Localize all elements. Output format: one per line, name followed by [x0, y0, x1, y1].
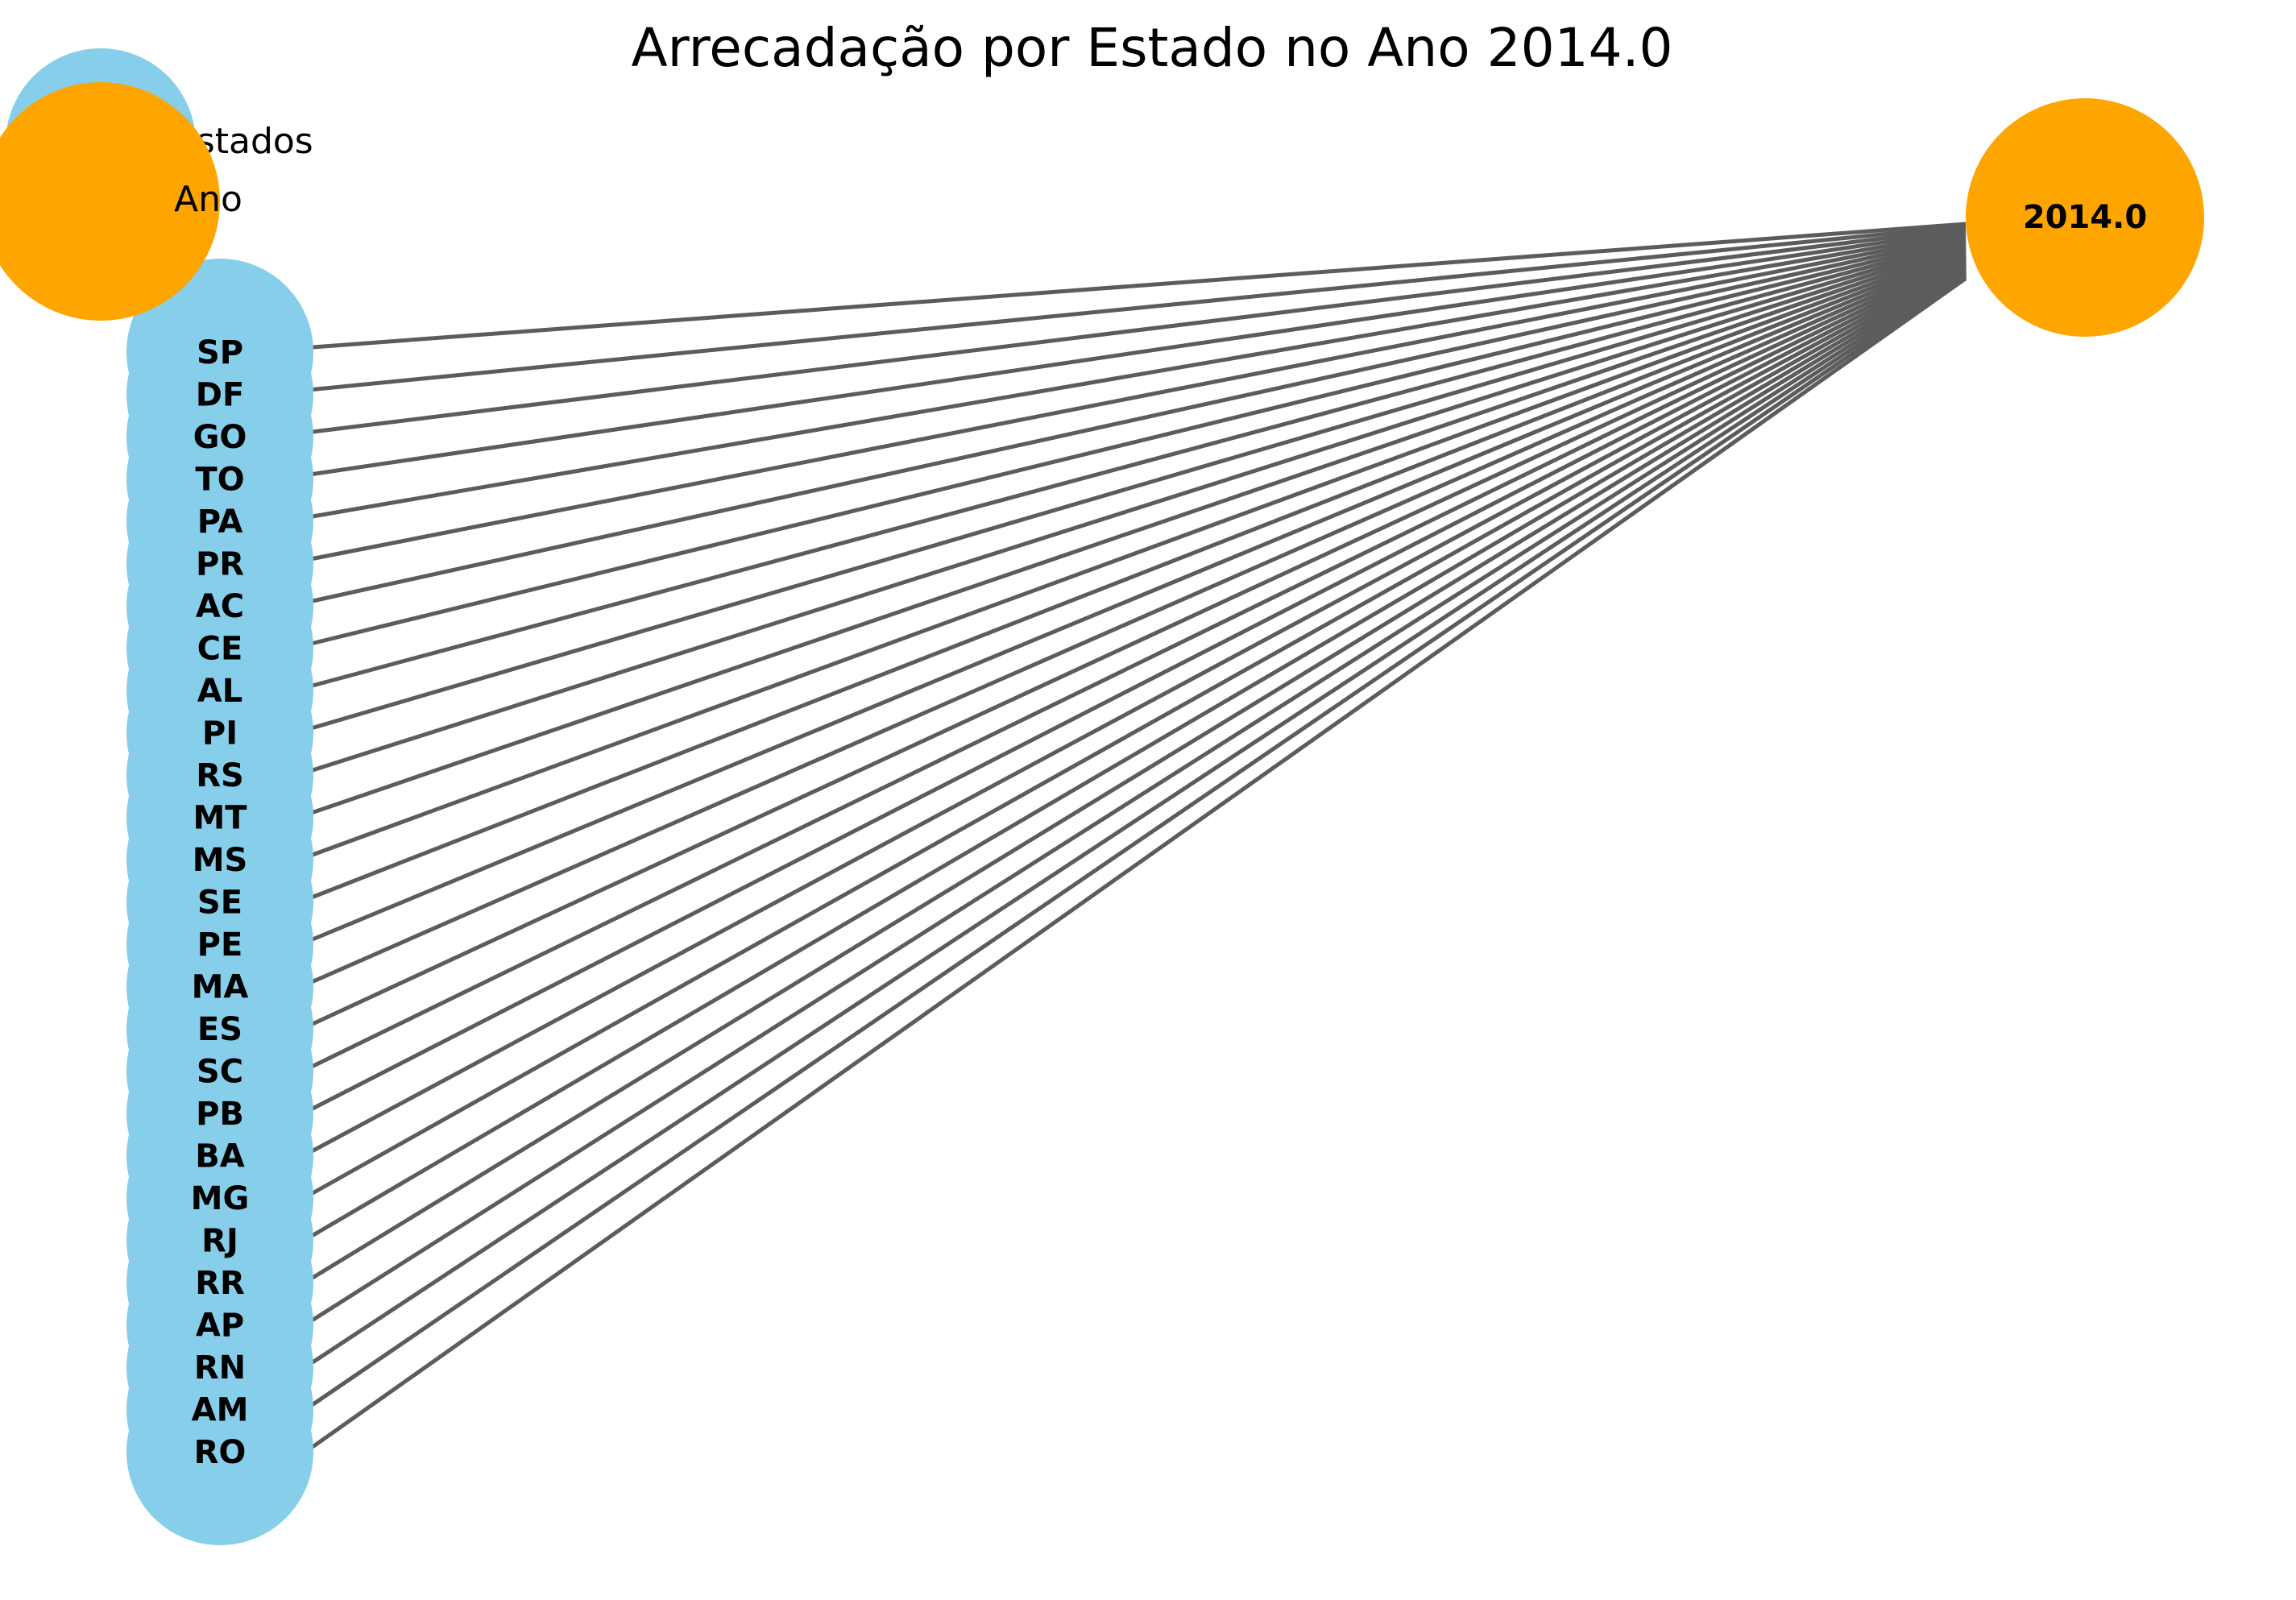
edge-es-2014 [311, 255, 1967, 1026]
edge-sp-2014 [312, 222, 1967, 350]
edge-ce-2014 [312, 236, 1967, 645]
edge-ms-2014 [312, 247, 1967, 857]
state-label-sc: SC [197, 1054, 243, 1091]
edge-pa-2014 [312, 230, 1967, 519]
state-label-al: AL [197, 673, 242, 710]
state-label-ce: CE [197, 631, 243, 668]
edge-rr-2014 [311, 268, 1967, 1280]
edge-ma-2014 [311, 253, 1967, 984]
state-label-ms: MS [193, 842, 248, 879]
edge-go-2014 [312, 226, 1967, 434]
state-label-ap: AP [196, 1308, 244, 1345]
state-label-am: AM [192, 1392, 249, 1429]
edge-ro-2014 [311, 276, 1967, 1449]
state-label-mt: MT [193, 800, 247, 837]
state-label-pa: PA [197, 504, 243, 541]
state-label-es: ES [197, 1011, 242, 1048]
state-label-rr: RR [195, 1265, 245, 1302]
state-nodes-group [126, 259, 313, 1545]
edge-am-2014 [311, 274, 1967, 1407]
state-label-ro: RO [194, 1434, 247, 1471]
edges-group [311, 222, 1967, 1449]
state-label-pi: PI [202, 715, 238, 752]
state-label-se: SE [197, 885, 242, 922]
state-label-sp: SP [197, 334, 243, 371]
edge-mg-2014 [311, 263, 1967, 1196]
state-label-pe: PE [197, 926, 243, 964]
edge-rs-2014 [312, 242, 1967, 773]
edge-ac-2014 [312, 234, 1967, 603]
edge-ba-2014 [311, 262, 1967, 1153]
legend-marker-ano [0, 82, 220, 321]
state-node-ro [126, 1358, 313, 1545]
state-label-go: GO [193, 419, 247, 456]
state-label-df: DF [196, 377, 245, 414]
state-labels-group: SP DF GO TO PA PR AC CE AL PI RS MT MS SE PE MA ES SC PB BA… [191, 334, 250, 1471]
edge-pe-2014 [312, 251, 1967, 942]
state-label-rs: RS [196, 757, 244, 794]
edge-al-2014 [312, 238, 1967, 688]
edge-rj-2014 [311, 266, 1967, 1237]
edge-ap-2014 [311, 270, 1967, 1322]
edge-mt-2014 [312, 245, 1967, 815]
edge-pi-2014 [312, 241, 1967, 730]
state-label-rn: RN [194, 1349, 246, 1387]
legend: Estados Ano [0, 48, 313, 321]
state-label-pb: PB [196, 1096, 244, 1133]
state-label-pr: PR [196, 546, 244, 583]
edge-rn-2014 [311, 272, 1967, 1365]
state-label-mg: MG [191, 1180, 250, 1217]
diagram-title: Arrecadação por Estado no Ano 2014.0 [631, 17, 1672, 79]
legend-label-ano: Ano [174, 179, 242, 220]
edge-pr-2014 [312, 232, 1967, 561]
year-node-label: 2014.0 [2023, 199, 2147, 236]
year-node: 2014.0 [1966, 98, 2204, 337]
state-label-ma: MA [192, 969, 249, 1006]
state-label-rj: RJ [201, 1223, 238, 1260]
edge-pb-2014 [311, 259, 1967, 1111]
year-node-circle [1966, 98, 2204, 337]
edge-sc-2014 [311, 257, 1967, 1068]
edge-se-2014 [312, 249, 1967, 899]
state-label-ba: BA [195, 1138, 244, 1175]
state-label-ac: AC [196, 588, 244, 625]
edge-df-2014 [312, 224, 1967, 392]
state-label-to: TO [195, 462, 244, 499]
edge-to-2014 [312, 228, 1967, 476]
